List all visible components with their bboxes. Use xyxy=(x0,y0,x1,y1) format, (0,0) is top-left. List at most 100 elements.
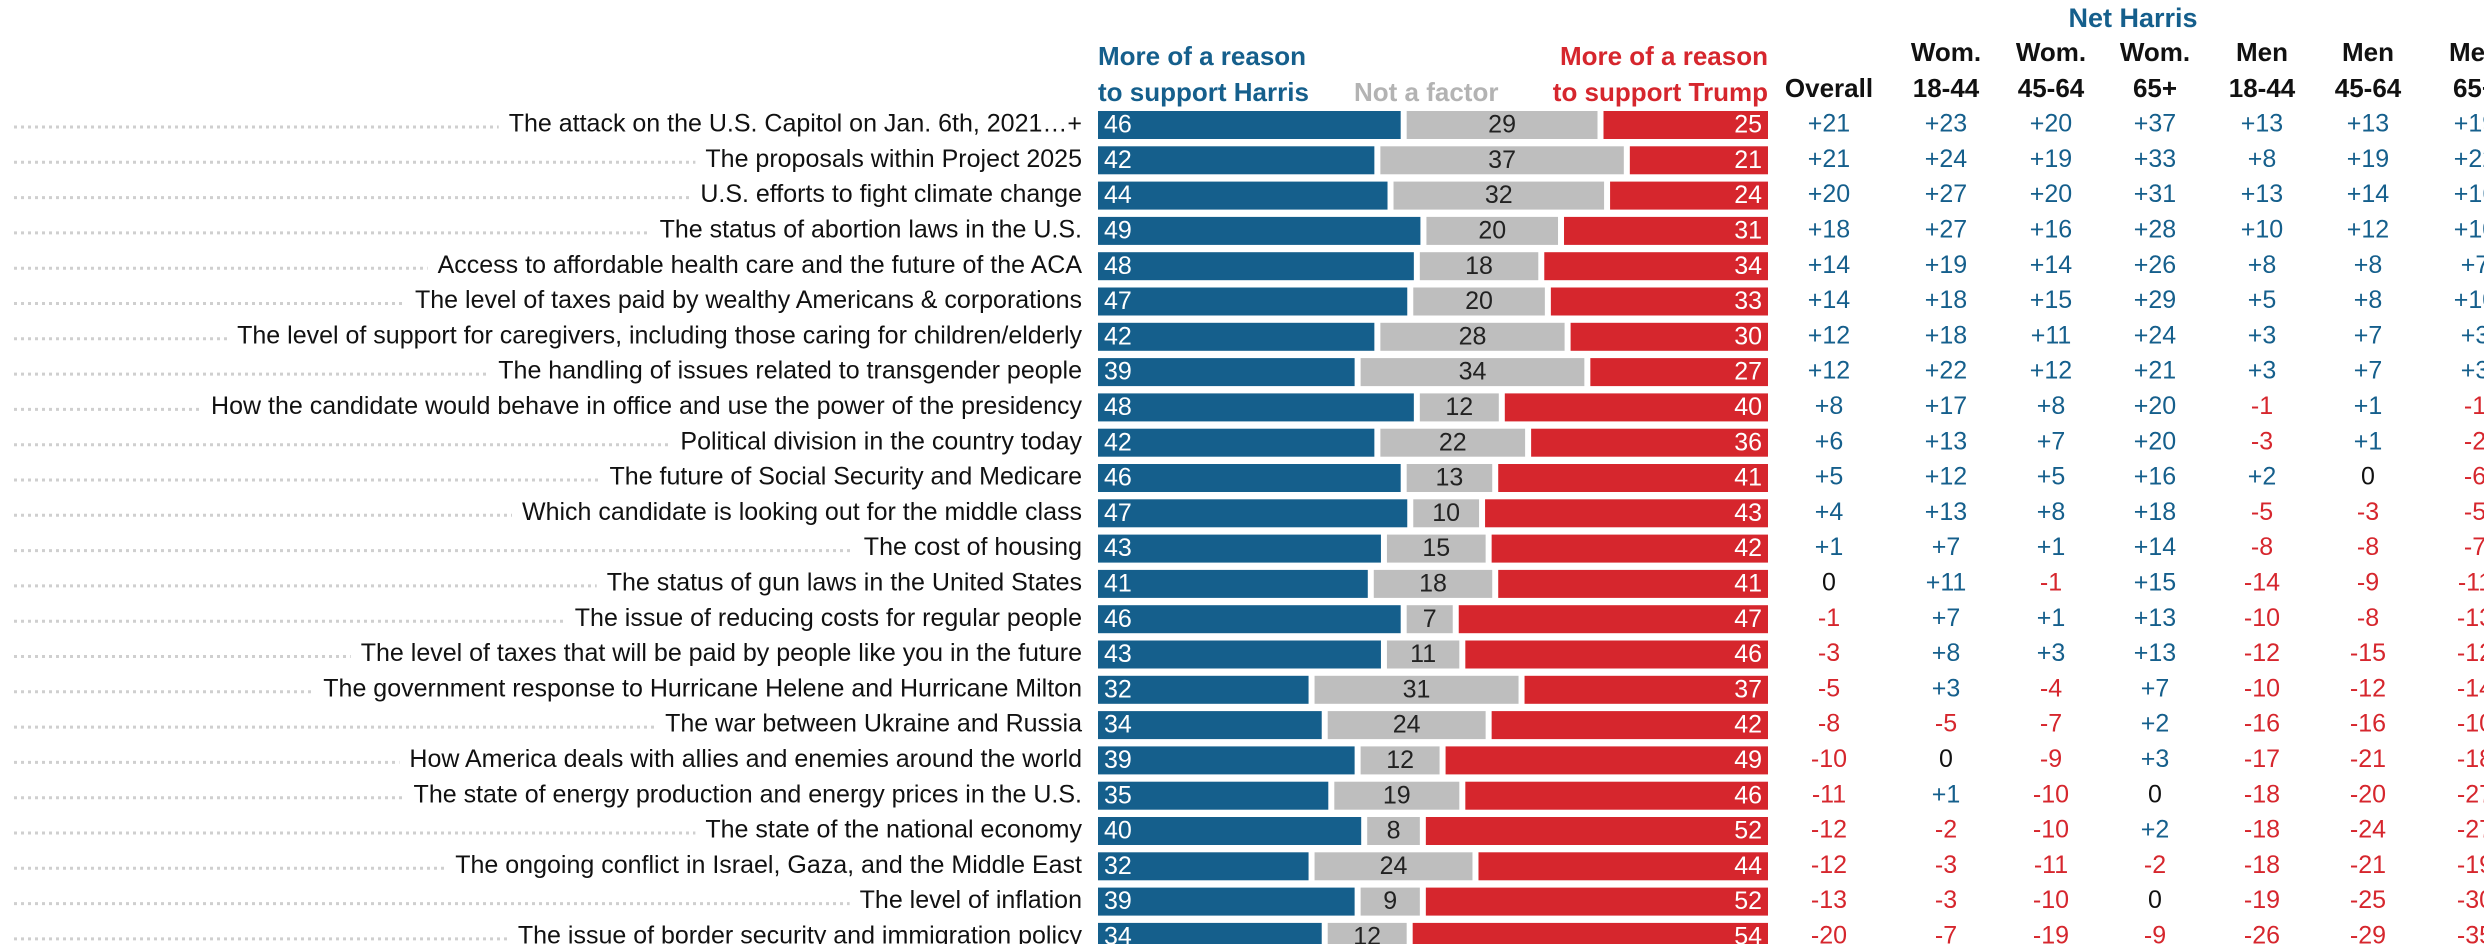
net-value: +3 xyxy=(2461,357,2484,385)
value-label: 18 xyxy=(1465,252,1493,280)
net-value: +23 xyxy=(1925,110,1967,138)
net-value: +8 xyxy=(2354,251,2383,279)
net-value: +20 xyxy=(1808,180,1850,208)
value-label: 24 xyxy=(1380,852,1408,880)
value-label: 40 xyxy=(1104,817,1132,845)
net-value: -12 xyxy=(1811,816,1847,844)
net-value: -10 xyxy=(2033,816,2069,844)
net-value: +12 xyxy=(2030,357,2072,385)
value-label: 47 xyxy=(1104,287,1132,315)
category-label: The status of gun laws in the United Sta… xyxy=(607,569,1082,597)
net-value: +8 xyxy=(2248,251,2277,279)
net-value: -35 xyxy=(2457,922,2484,944)
value-label: 42 xyxy=(1734,534,1762,562)
bar-neutral xyxy=(1406,111,1598,139)
net-value: -1 xyxy=(1818,604,1840,632)
category-label: The state of the national economy xyxy=(705,816,1082,844)
net-value: -14 xyxy=(2457,674,2484,702)
value-label: 25 xyxy=(1734,111,1762,139)
net-value: +8 xyxy=(1815,392,1844,420)
column-header: 65+ xyxy=(2453,73,2484,103)
net-value: -6 xyxy=(2464,463,2484,491)
bar-neutral xyxy=(1419,252,1539,281)
net-value: +8 xyxy=(1932,639,1961,667)
net-value: +6 xyxy=(1815,427,1844,455)
net-value: -4 xyxy=(2040,674,2062,702)
category-label: The issue of border security and immigra… xyxy=(518,922,1083,944)
net-value: +20 xyxy=(2134,392,2176,420)
value-label: 41 xyxy=(1734,464,1762,492)
value-label: 34 xyxy=(1459,358,1487,386)
column-header: Wom. xyxy=(2016,37,2086,67)
net-value: +21 xyxy=(2134,357,2176,385)
bar-trump xyxy=(1425,887,1768,916)
bar-trump xyxy=(1491,534,1768,563)
net-value: -20 xyxy=(2350,780,2386,808)
net-value: -25 xyxy=(2350,886,2386,914)
bar-trump xyxy=(1498,569,1768,598)
value-label: 21 xyxy=(1734,146,1762,174)
category-label: The proposals within Project 2025 xyxy=(705,145,1082,173)
net-value: +14 xyxy=(1808,286,1851,314)
category-label: The future of Social Security and Medica… xyxy=(610,463,1082,491)
value-label: 31 xyxy=(1734,217,1762,245)
net-value: -5 xyxy=(1818,674,1840,702)
bar-harris xyxy=(1098,569,1368,598)
net-value: +5 xyxy=(2248,286,2277,314)
value-label: 54 xyxy=(1734,923,1762,944)
net-value: 0 xyxy=(1939,745,1953,773)
bar-harris xyxy=(1098,428,1375,457)
net-value: -13 xyxy=(1811,886,1847,914)
bar-neutral xyxy=(1393,181,1605,210)
column-header: 45-64 xyxy=(2018,73,2085,103)
net-value: -10 xyxy=(2033,780,2069,808)
net-value: +18 xyxy=(1925,321,1967,349)
net-value: +13 xyxy=(2241,180,2283,208)
value-label: 47 xyxy=(1734,605,1762,633)
net-value: +12 xyxy=(2347,216,2389,244)
net-value: +21 xyxy=(1808,110,1850,138)
column-header: Men xyxy=(2236,37,2288,67)
bar-harris xyxy=(1098,711,1322,740)
category-label: The status of abortion laws in the U.S. xyxy=(660,216,1082,244)
net-value: -17 xyxy=(2244,745,2280,773)
net-value: -5 xyxy=(1935,710,1957,738)
value-label: 42 xyxy=(1104,428,1132,456)
net-value: +2 xyxy=(2141,710,2170,738)
bar-harris xyxy=(1098,887,1355,916)
bar-neutral xyxy=(1373,569,1493,598)
net-value: 0 xyxy=(2148,886,2162,914)
net-value: -18 xyxy=(2244,816,2280,844)
net-value: +19 xyxy=(2347,145,2389,173)
bar-trump xyxy=(1531,428,1768,457)
bar-harris xyxy=(1098,287,1408,316)
bar-harris xyxy=(1098,464,1401,492)
net-value: +8 xyxy=(2037,392,2066,420)
bar-neutral xyxy=(1419,393,1499,422)
value-label: 34 xyxy=(1104,711,1132,739)
legend-neutral: Not a factor xyxy=(1354,77,1499,107)
net-value: -9 xyxy=(2144,922,2166,944)
bar-neutral xyxy=(1314,675,1519,704)
net-value: +2 xyxy=(2141,816,2170,844)
value-label: 46 xyxy=(1734,781,1762,809)
net-value: +14 xyxy=(2347,180,2390,208)
bar-trump xyxy=(1603,111,1768,139)
value-label: 30 xyxy=(1734,322,1762,350)
value-label: 12 xyxy=(1386,746,1414,774)
value-label: 52 xyxy=(1734,887,1762,915)
net-value: -11 xyxy=(2034,851,2068,879)
net-value: -18 xyxy=(2457,745,2484,773)
value-label: 24 xyxy=(1734,181,1762,209)
net-value: -10 xyxy=(2244,604,2280,632)
net-value: +8 xyxy=(2037,498,2066,526)
net-value: +37 xyxy=(2134,110,2176,138)
net-value: -2 xyxy=(2144,851,2166,879)
net-value: +13 xyxy=(1925,498,1967,526)
net-value: -12 xyxy=(2457,639,2484,667)
bar-neutral xyxy=(1413,499,1480,528)
net-value: -11 xyxy=(2458,569,2484,597)
bar-harris xyxy=(1098,922,1322,944)
